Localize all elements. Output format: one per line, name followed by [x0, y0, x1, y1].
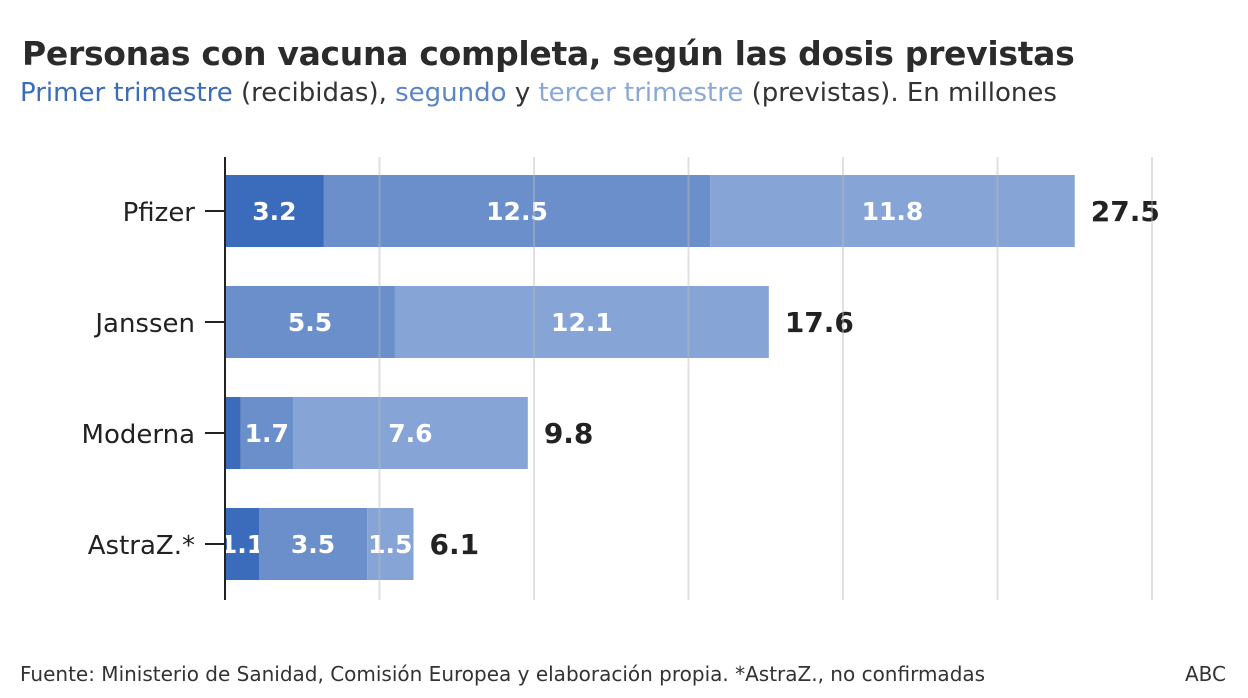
bar-segment — [323, 175, 711, 247]
bar-segment — [225, 286, 395, 358]
total-label: 27.5 — [1091, 195, 1160, 228]
bar-segment — [240, 397, 293, 469]
subtitle-part: (recibidas), — [232, 78, 396, 108]
data-label: 3.2 — [252, 197, 296, 226]
bar-segment — [225, 175, 324, 247]
category-label: Moderna — [82, 420, 195, 450]
bar-segment — [225, 508, 259, 580]
subtitle-part: Primer trimestre — [20, 78, 233, 108]
bar-segment — [367, 508, 414, 580]
bar-segment — [292, 397, 528, 469]
data-label: 12.1 — [551, 308, 613, 337]
category-label: Pfizer — [123, 198, 196, 228]
chart-title: Personas con vacuna completa, según las … — [22, 34, 1075, 73]
source-note: Fuente: Ministerio de Sanidad, Comisión … — [20, 662, 986, 686]
brand-label: ABC — [1184, 662, 1226, 686]
chart-subtitle: Primer trimestre (recibidas), segundo y … — [20, 78, 1057, 108]
data-label: 12.5 — [486, 197, 548, 226]
subtitle-part: (previstas). En millones — [743, 78, 1057, 108]
data-label: 11.8 — [862, 197, 924, 226]
category-label: AstraZ.* — [88, 531, 195, 561]
subtitle-part: tercer trimestre — [538, 78, 744, 108]
data-label: 3.5 — [291, 530, 335, 559]
total-label: 6.1 — [429, 528, 479, 561]
category-label: Janssen — [93, 309, 195, 339]
subtitle-part: segundo — [395, 78, 507, 108]
bar-segment — [394, 286, 769, 358]
data-label: 1.5 — [368, 530, 412, 559]
data-label: 7.6 — [388, 419, 432, 448]
data-label: 1.1 — [220, 530, 264, 559]
total-label: 17.6 — [785, 306, 854, 339]
total-label: 9.8 — [544, 417, 594, 450]
data-label: 5.5 — [288, 308, 332, 337]
bar-segment — [710, 175, 1075, 247]
subtitle-part: y — [506, 78, 539, 108]
data-label: 1.7 — [245, 419, 289, 448]
bar-segment — [225, 397, 241, 469]
bar-segment — [258, 508, 368, 580]
